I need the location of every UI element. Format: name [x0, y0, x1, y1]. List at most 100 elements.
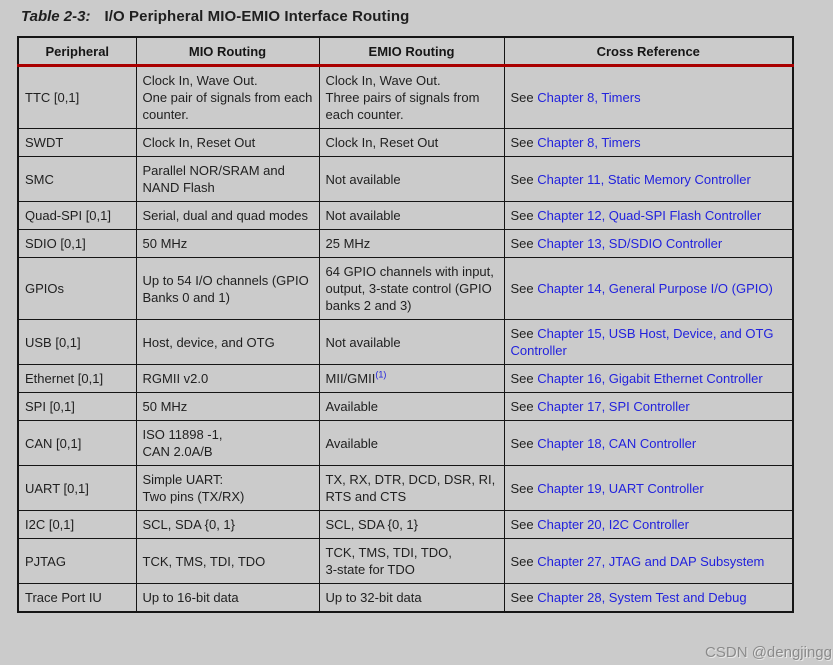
peripheral-cell: Ethernet [0,1]: [17, 364, 137, 393]
cross-reference-prefix: See: [510, 236, 538, 251]
table-row: Ethernet [0,1] RGMII v2.0 MII/GMII(1) Se…: [17, 364, 794, 393]
mio-routing-cell: TCK, TMS, TDI, TDO: [135, 538, 320, 584]
table-row: CAN [0,1] ISO 11898 -1, CAN 2.0A/B Avail…: [17, 420, 794, 466]
table-row: SPI [0,1] 50 MHz Available See Chapter 1…: [17, 392, 794, 421]
cross-reference-link[interactable]: Chapter 11, Static Memory Controller: [537, 171, 751, 187]
header-emio-routing: EMIO Routing: [318, 36, 505, 67]
emio-text: TX, RX, DTR, DCD, DSR, RI, RTS and CTS: [325, 472, 496, 504]
emio-text: Available: [325, 435, 379, 451]
emio-text: Clock In, Wave Out. Three pairs of signa…: [325, 73, 480, 122]
cross-reference-prefix: See: [510, 517, 538, 532]
cross-reference-link[interactable]: Chapter 13, SD/SDIO Controller: [537, 236, 723, 251]
emio-text: TCK, TMS, TDI, TDO, 3-state for TDO: [325, 545, 452, 577]
mio-routing-cell: Simple UART: Two pins (TX/RX): [135, 465, 320, 511]
table-row: GPIOs Up to 54 I/O channels (GPIO Banks …: [17, 257, 794, 320]
cross-reference-cell: See Chapter 12, Quad-SPI Flash Controlle…: [503, 201, 794, 230]
cross-reference-link[interactable]: Chapter 12, Quad-SPI Flash Controller: [537, 208, 762, 223]
cross-reference-link[interactable]: Chapter 18, CAN Controller: [537, 435, 697, 451]
cross-reference-link[interactable]: Chapter 17, SPI Controller: [537, 399, 690, 414]
mio-routing-cell: ISO 11898 -1, CAN 2.0A/B: [135, 420, 320, 466]
emio-routing-cell: Available: [318, 420, 505, 466]
table-row: PJTAG TCK, TMS, TDI, TDO TCK, TMS, TDI, …: [17, 538, 794, 584]
cross-reference-cell: See Chapter 17, SPI Controller: [503, 392, 794, 421]
cross-reference-cell: See Chapter 19, UART Controller: [503, 465, 794, 511]
table-row: I2C [0,1] SCL, SDA {0, 1} SCL, SDA {0, 1…: [17, 510, 794, 539]
table-row: Quad-SPI [0,1] Serial, dual and quad mod…: [17, 201, 794, 230]
cross-reference-link[interactable]: Chapter 16, Gigabit Ethernet Controller: [537, 371, 763, 386]
cross-reference-prefix: See: [510, 90, 538, 105]
peripheral-cell: I2C [0,1]: [17, 510, 137, 539]
cross-reference-prefix: See: [510, 135, 538, 150]
header-mio-routing: MIO Routing: [135, 36, 320, 67]
emio-routing-cell: Clock In, Wave Out. Three pairs of signa…: [318, 65, 505, 129]
cross-reference-prefix: See: [510, 480, 538, 496]
peripheral-cell: Trace Port IU: [17, 583, 137, 613]
peripheral-cell: SPI [0,1]: [17, 392, 137, 421]
mio-routing-cell: RGMII v2.0: [135, 364, 320, 393]
emio-routing-cell: Not available: [318, 156, 505, 202]
table-row: Trace Port IU Up to 16-bit data Up to 32…: [17, 583, 794, 613]
cross-reference-cell: See Chapter 28, System Test and Debug: [503, 583, 794, 613]
peripheral-cell: UART [0,1]: [17, 465, 137, 511]
cross-reference-link[interactable]: Chapter 8, Timers: [537, 135, 641, 150]
cross-reference-cell: See Chapter 15, USB Host, Device, and OT…: [503, 319, 794, 365]
cross-reference-link[interactable]: Chapter 19, UART Controller: [537, 480, 704, 496]
emio-routing-cell: Clock In, Reset Out: [318, 128, 505, 157]
peripheral-cell: CAN [0,1]: [17, 420, 137, 466]
cross-reference-link[interactable]: Chapter 28, System Test and Debug: [537, 590, 747, 605]
cross-reference-cell: See Chapter 20, I2C Controller: [503, 510, 794, 539]
emio-routing-cell: TX, RX, DTR, DCD, DSR, RI, RTS and CTS: [318, 465, 505, 511]
cross-reference-prefix: See: [510, 553, 538, 569]
cross-reference-prefix: See: [510, 281, 538, 296]
cross-reference-prefix: See: [510, 399, 538, 414]
cross-reference-prefix: See: [510, 590, 538, 605]
emio-text: Clock In, Reset Out: [325, 135, 439, 150]
cross-reference-link[interactable]: Chapter 14, General Purpose I/O (GPIO): [537, 281, 773, 296]
table-caption-label: Table 2-3:: [21, 8, 91, 25]
cross-reference-cell: See Chapter 8, Timers: [503, 65, 794, 129]
cross-reference-cell: See Chapter 13, SD/SDIO Controller: [503, 229, 794, 258]
cross-reference-cell: See Chapter 8, Timers: [503, 128, 794, 157]
mio-routing-cell: Parallel NOR/SRAM and NAND Flash: [135, 156, 320, 202]
emio-text: Not available: [325, 334, 401, 350]
emio-routing-cell: Available: [318, 392, 505, 421]
table-caption-title: I/O Peripheral MIO-EMIO Interface Routin…: [104, 8, 410, 25]
header-peripheral: Peripheral: [17, 36, 137, 67]
mio-routing-cell: 50 MHz: [135, 229, 320, 258]
footnote-link[interactable]: (1): [375, 369, 387, 380]
cross-reference-link[interactable]: Chapter 27, JTAG and DAP Subsystem: [537, 553, 765, 569]
mio-routing-cell: Clock In, Reset Out: [135, 128, 320, 157]
table-caption: Table 2-3: I/O Peripheral MIO-EMIO Interf…: [21, 8, 409, 25]
watermark-text: CSDN @dengjingg: [705, 644, 832, 661]
emio-text: Not available: [325, 171, 401, 187]
emio-routing-cell: Not available: [318, 319, 505, 365]
cross-reference-link[interactable]: Chapter 15, USB Host, Device, and OTG Co…: [510, 326, 774, 358]
table-row: TTC [0,1] Clock In, Wave Out. One pair o…: [17, 65, 794, 129]
mio-routing-cell: 50 MHz: [135, 392, 320, 421]
cross-reference-cell: See Chapter 14, General Purpose I/O (GPI…: [503, 257, 794, 320]
mio-routing-cell: Clock In, Wave Out. One pair of signals …: [135, 65, 320, 129]
mio-routing-cell: Up to 54 I/O channels (GPIO Banks 0 and …: [135, 257, 320, 320]
cross-reference-prefix: See: [510, 208, 538, 223]
cross-reference-cell: See Chapter 11, Static Memory Controller: [503, 156, 794, 202]
table-row: UART [0,1] Simple UART: Two pins (TX/RX)…: [17, 465, 794, 511]
emio-text: 25 MHz: [325, 236, 371, 251]
mio-routing-cell: Serial, dual and quad modes: [135, 201, 320, 230]
header-row: Peripheral MIO Routing EMIO Routing Cros…: [17, 36, 794, 67]
emio-routing-cell: TCK, TMS, TDI, TDO, 3-state for TDO: [318, 538, 505, 584]
peripheral-cell: SWDT: [17, 128, 137, 157]
peripheral-cell: SMC: [17, 156, 137, 202]
mio-routing-cell: Up to 16-bit data: [135, 583, 320, 613]
mio-routing-cell: Host, device, and OTG: [135, 319, 320, 365]
table-row: SMC Parallel NOR/SRAM and NAND Flash Not…: [17, 156, 794, 202]
cross-reference-link[interactable]: Chapter 8, Timers: [537, 90, 641, 105]
table-row: SDIO [0,1] 50 MHz 25 MHz See Chapter 13,…: [17, 229, 794, 258]
peripheral-cell: PJTAG: [17, 538, 137, 584]
cross-reference-prefix: See: [510, 171, 538, 187]
io-peripheral-routing-table: Peripheral MIO Routing EMIO Routing Cros…: [17, 36, 794, 613]
footnote-ref: (1): [375, 370, 386, 380]
emio-routing-cell: 25 MHz: [318, 229, 505, 258]
cross-reference-prefix: See: [510, 371, 538, 386]
cross-reference-link[interactable]: Chapter 20, I2C Controller: [537, 517, 689, 532]
